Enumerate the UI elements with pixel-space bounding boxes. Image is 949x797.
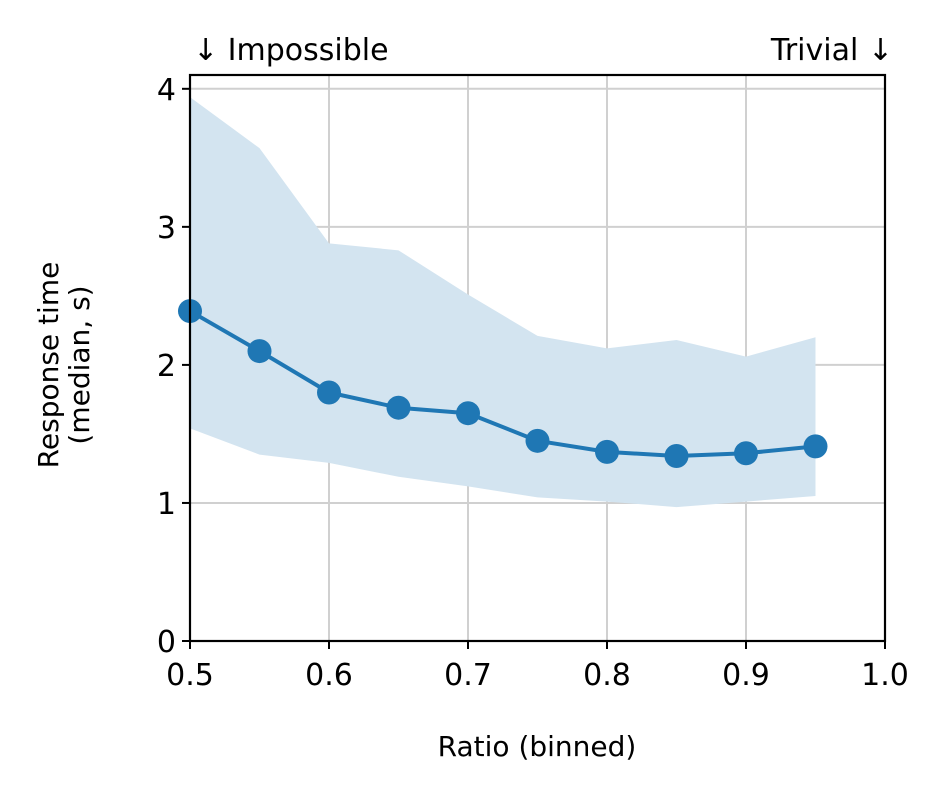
data-point	[595, 439, 619, 464]
data-point	[803, 434, 828, 459]
data-point	[317, 380, 341, 405]
annotation-trivial: Trivial ↓	[770, 33, 893, 68]
x-tick-label: 0.9	[722, 658, 770, 693]
y-tick-label: 0	[157, 625, 176, 660]
plot-frame	[188, 73, 887, 643]
data-point	[456, 401, 480, 426]
y-axis-title: Response time (median, s)	[32, 262, 96, 469]
x-tick-label: 0.6	[305, 658, 353, 693]
y-axis-title-line1: Response time	[32, 262, 65, 469]
y-tick-label: 1	[157, 487, 176, 522]
x-axis-title: Ratio (binned)	[438, 730, 637, 763]
series-markers-layer	[178, 299, 828, 469]
confidence-band-layer	[190, 97, 816, 508]
series-line-layer	[189, 309, 816, 459]
data-point	[525, 428, 550, 453]
confidence-band	[190, 97, 816, 508]
y-tick-label: 3	[157, 211, 176, 246]
data-point	[247, 339, 272, 364]
data-point	[734, 441, 758, 466]
y-tick-label: 2	[157, 349, 176, 384]
data-point	[386, 395, 411, 420]
series-line	[189, 309, 816, 459]
x-tick-label: 0.7	[444, 658, 492, 693]
y-tick-label: 4	[157, 73, 176, 108]
annotation-impossible: ↓ Impossible	[193, 33, 389, 68]
x-tick-label: 0.5	[166, 658, 214, 693]
x-tick-label: 1.0	[861, 658, 909, 693]
y-axis-title-line2: (median, s)	[63, 285, 96, 444]
data-point	[664, 444, 689, 469]
x-tick-label: 0.8	[583, 658, 631, 693]
axis-ticks: 0.5 0.6 0.7 0.8 0.9 1.0 0 1 2 3 4	[157, 73, 909, 693]
